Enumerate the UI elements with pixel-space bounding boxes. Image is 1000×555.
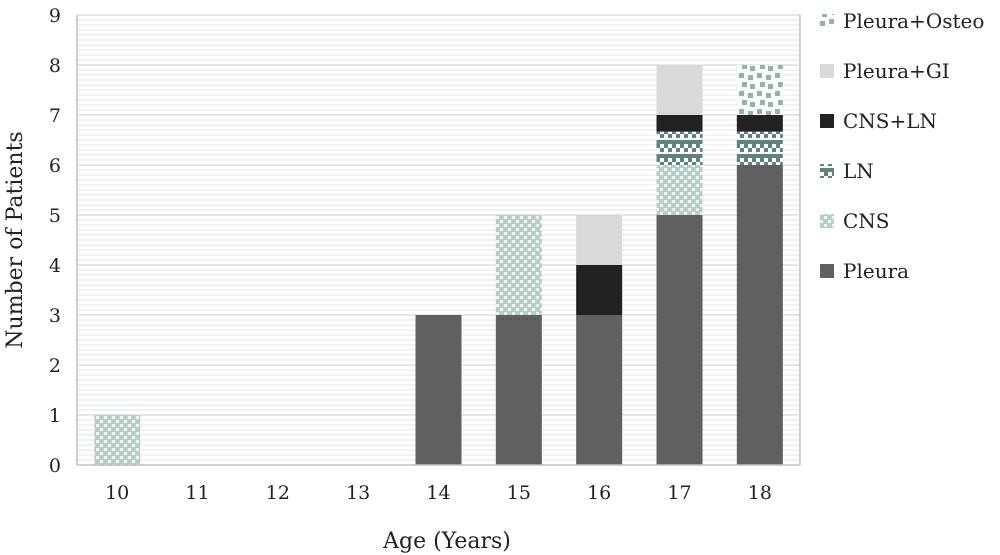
legend-swatch [820,214,834,228]
bar-segment-cns [94,415,141,465]
bar-segment-cns [656,165,703,215]
bar-segment-cns-ln [736,115,783,132]
legend-swatch [820,114,834,128]
bar-segment-pleura [656,215,703,465]
legend-label: CNS [843,209,890,233]
legend-label: LN [843,159,874,183]
legend-label: CNS+LN [843,109,937,133]
y-tick-label: 5 [49,205,61,227]
x-tick-label: 18 [748,482,772,504]
x-tick-labels: 10 11 12 13 14 15 16 17 18 [105,482,772,504]
x-tick-label: 11 [185,482,209,504]
y-tick-label: 3 [49,305,61,327]
y-axis-title: Number of Patients [3,131,28,348]
bar-segment-pleura-gi [576,215,623,265]
x-tick-label: 14 [426,482,450,504]
bar-segment-ln [736,131,783,165]
legend-label: Pleura+GI [843,59,950,83]
x-tick-label: 15 [507,482,531,504]
y-tick-labels: 0 1 2 3 4 5 6 7 8 9 [49,5,61,477]
legend-swatch [820,264,834,278]
y-tick-label: 1 [49,405,61,427]
bar-segment-pleura [415,315,462,465]
x-tick-label: 10 [105,482,129,504]
y-tick-label: 8 [49,55,61,77]
bar-segment-cns-ln [656,115,703,132]
bar-segment-pleura [495,315,542,465]
bar-segment-pleura-gi [656,65,703,115]
y-tick-label: 4 [49,255,61,277]
y-tick-label: 6 [49,155,61,177]
axes [76,15,801,466]
bar-segment-pleura [736,165,783,465]
legend-swatch [820,14,834,28]
bar-segment-pleura-osteo [736,65,783,115]
bar-segment-cns [495,215,542,315]
y-tick-label: 9 [49,5,61,27]
legend-label: Pleura+Osteo [843,9,984,33]
y-tick-label: 0 [49,455,61,477]
y-tick-label: 2 [49,355,61,377]
x-tick-label: 13 [346,482,370,504]
bar-segment-ln [656,131,703,165]
x-axis-title: Age (Years) [382,529,511,554]
x-tick-label: 16 [587,482,611,504]
bar-segment-cns-ln [576,265,623,315]
legend-label: Pleura [843,259,909,283]
bar-segment-pleura [576,315,623,465]
bar-stacks [94,65,783,465]
x-tick-label: 17 [667,482,691,504]
x-tick-label: 12 [266,482,290,504]
y-tick-label: 7 [49,105,61,127]
legend-swatch [820,64,834,78]
legend-swatch [820,164,834,178]
legend: Pleura+Osteo Pleura+GI CNS+LN LN CNS Pleura [820,9,984,283]
